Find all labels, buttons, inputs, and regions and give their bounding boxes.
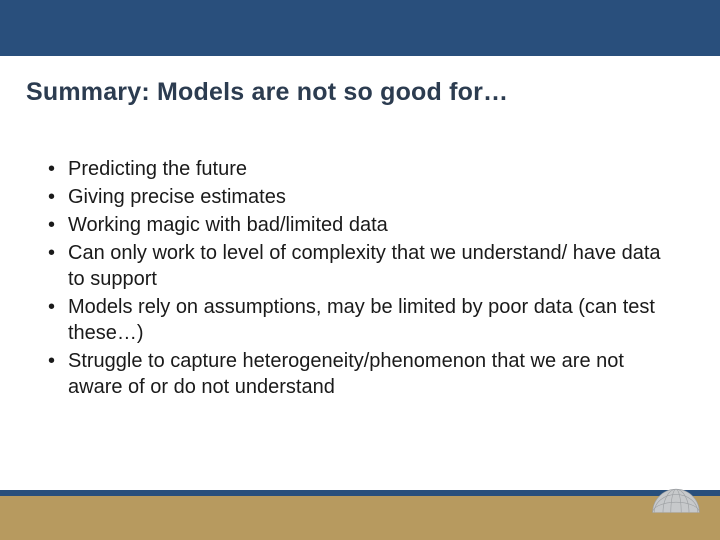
bullet-item: Giving precise estimates [48, 184, 672, 210]
globe-icon [650, 484, 702, 536]
header-bar [0, 0, 720, 56]
footer-bar [0, 496, 720, 540]
bullet-item: Can only work to level of complexity tha… [48, 240, 672, 292]
slide: Summary: Models are not so good for… Pre… [0, 0, 720, 540]
bullet-item: Struggle to capture heterogeneity/phenom… [48, 348, 672, 400]
bullet-item: Predicting the future [48, 156, 672, 182]
slide-body: Predicting the futureGiving precise esti… [48, 156, 672, 402]
slide-title: Summary: Models are not so good for… [26, 78, 508, 107]
bullet-item: Models rely on assumptions, may be limit… [48, 294, 672, 346]
bullet-list: Predicting the futureGiving precise esti… [48, 156, 672, 400]
bullet-item: Working magic with bad/limited data [48, 212, 672, 238]
